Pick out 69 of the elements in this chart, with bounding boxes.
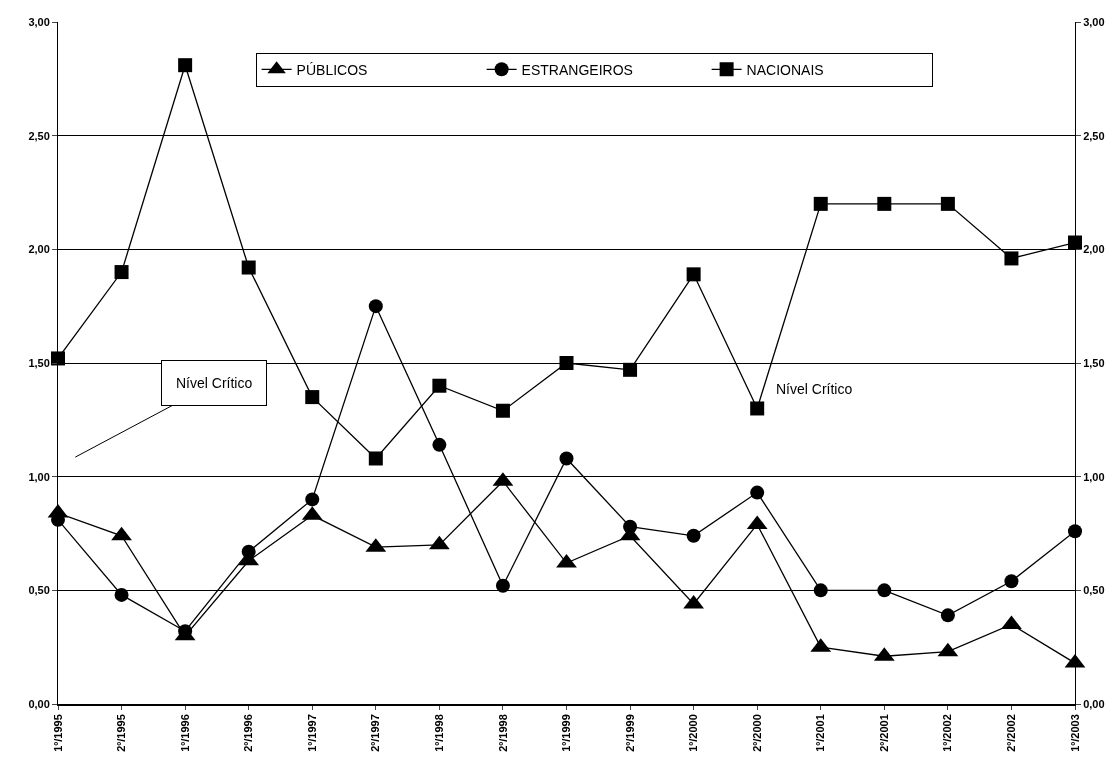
point — [750, 401, 765, 416]
x-tick-label: 1º/1997 — [305, 714, 318, 752]
y2-tick-label: 2,00 — [1083, 243, 1105, 256]
point — [241, 260, 256, 275]
legend-label: PÚBLICOS — [296, 61, 368, 78]
x-tick-label: 1º/2002 — [941, 714, 954, 752]
point — [940, 608, 955, 623]
point — [495, 403, 510, 418]
point — [686, 528, 701, 543]
point — [877, 583, 892, 598]
point — [51, 351, 65, 366]
point — [813, 583, 828, 598]
point — [623, 519, 638, 534]
y2-tick-label: 0,00 — [1083, 697, 1105, 710]
point — [368, 451, 383, 466]
point — [114, 265, 129, 280]
point — [750, 485, 765, 500]
x-tick-label: 1º/2000 — [687, 714, 700, 752]
y-tick-label: 2,50 — [28, 129, 50, 142]
y-tick-label: 0,00 — [28, 697, 50, 710]
y-tick-label: 1,50 — [28, 356, 50, 369]
x-tick-label: 2º/1998 — [496, 714, 509, 752]
point — [1068, 524, 1082, 539]
point — [559, 356, 574, 370]
x-tick-label: 1º/1998 — [432, 714, 445, 752]
y-tick-label: 0,50 — [28, 584, 50, 597]
point — [111, 526, 132, 541]
point — [940, 196, 955, 211]
legend-label: ESTRANGEIROS — [521, 61, 633, 78]
y-tick-label: 1,00 — [28, 470, 50, 483]
x-tick-label: 2º/1996 — [242, 714, 255, 752]
point — [495, 578, 510, 593]
y2-tick-label: 1,00 — [1083, 470, 1105, 483]
y2-tick-label: 3,00 — [1083, 15, 1105, 28]
x-tick-label: 2º/2000 — [750, 714, 763, 752]
x-tick-label: 2º/1995 — [115, 714, 128, 752]
point — [623, 362, 638, 377]
point — [241, 544, 256, 559]
point — [305, 390, 320, 405]
y-tick-label: 3,00 — [28, 15, 50, 28]
x-tick-label: 1º/2001 — [814, 714, 827, 752]
annotation: Nível Crítico — [176, 375, 253, 391]
x-tick-label: 1º/1996 — [178, 714, 191, 752]
legend-label: NACIONAIS — [746, 61, 824, 78]
point — [813, 196, 828, 211]
x-tick-label: 2º/2002 — [1005, 714, 1018, 752]
point — [559, 451, 574, 466]
x-tick-label: 2º/1997 — [369, 714, 382, 752]
point — [368, 299, 383, 314]
point — [1004, 574, 1019, 589]
point — [877, 196, 892, 211]
point — [432, 437, 447, 452]
point — [178, 58, 193, 73]
x-tick-label: 2º/1999 — [623, 714, 636, 752]
point — [686, 267, 701, 282]
point — [1004, 251, 1019, 266]
y2-tick-label: 2,50 — [1083, 129, 1105, 142]
x-tick-label: 1º/1999 — [560, 714, 573, 752]
x-tick-label: 2º/2001 — [877, 714, 890, 752]
y-tick-label: 2,00 — [28, 243, 50, 256]
y2-tick-label: 1,50 — [1083, 356, 1105, 369]
point — [114, 587, 129, 602]
point — [432, 378, 447, 393]
annotation: Nível Crítico — [776, 381, 853, 397]
point — [305, 492, 320, 507]
x-tick-label: 1º/2003 — [1068, 714, 1081, 752]
y2-tick-label: 0,50 — [1083, 584, 1105, 597]
x-tick-label: 1º/1995 — [51, 714, 64, 752]
point — [1068, 235, 1082, 250]
